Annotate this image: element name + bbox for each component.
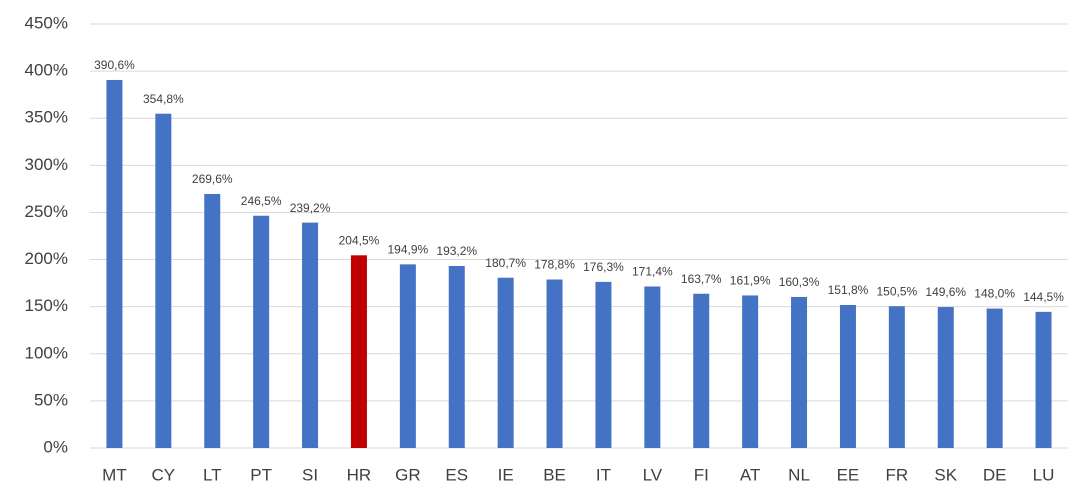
bar <box>791 296 808 448</box>
value-label: 178,8% <box>534 258 575 272</box>
bar <box>155 113 172 448</box>
bar <box>350 255 367 448</box>
x-tick-label: ES <box>445 465 468 484</box>
y-tick-label: 350% <box>25 108 68 127</box>
bar <box>497 277 514 448</box>
bar <box>302 222 319 448</box>
x-tick-label: BE <box>543 465 566 484</box>
x-tick-label: LT <box>203 465 222 484</box>
bar <box>448 265 465 448</box>
bar <box>839 304 856 448</box>
y-tick-label: 200% <box>25 249 68 268</box>
y-tick-label: 400% <box>25 61 68 80</box>
bar <box>253 215 270 448</box>
value-label: 269,6% <box>192 172 233 186</box>
x-tick-label: FI <box>694 465 709 484</box>
x-tick-label: MT <box>102 465 127 484</box>
x-tick-label: CY <box>152 465 176 484</box>
bar <box>546 279 563 448</box>
x-tick-label: DE <box>983 465 1007 484</box>
value-label: 194,9% <box>387 243 428 257</box>
bar <box>399 264 416 448</box>
x-tick-label: LV <box>643 465 663 484</box>
value-label: 176,3% <box>583 260 624 274</box>
y-tick-label: 50% <box>34 390 68 409</box>
x-tick-label: NL <box>788 465 810 484</box>
value-label: 354,8% <box>143 92 184 106</box>
value-label: 239,2% <box>290 201 331 215</box>
x-tick-label: SK <box>934 465 957 484</box>
value-label: 149,6% <box>925 285 966 299</box>
y-tick-label: 150% <box>25 296 68 315</box>
bar <box>888 306 905 448</box>
bar <box>937 307 954 448</box>
x-tick-label: AT <box>740 465 760 484</box>
x-tick-label: IT <box>596 465 611 484</box>
bar <box>106 79 123 448</box>
value-label: 180,7% <box>485 256 526 270</box>
value-label: 193,2% <box>436 244 477 258</box>
value-label: 246,5% <box>241 194 282 208</box>
value-label: 171,4% <box>632 265 673 279</box>
y-tick-label: 250% <box>25 202 68 221</box>
bar <box>644 286 661 448</box>
value-label: 148,0% <box>974 287 1015 301</box>
y-tick-label: 300% <box>25 155 68 174</box>
value-label: 150,5% <box>876 284 917 298</box>
bar <box>595 281 612 448</box>
x-tick-label: LU <box>1033 465 1055 484</box>
y-tick-label: 450% <box>25 13 68 32</box>
y-tick-label: 100% <box>25 343 68 362</box>
x-tick-label: FR <box>886 465 909 484</box>
x-tick-label: HR <box>347 465 372 484</box>
value-label: 161,9% <box>730 274 771 288</box>
value-label: 160,3% <box>779 275 820 289</box>
bar <box>693 293 710 448</box>
x-tick-label: SI <box>302 465 318 484</box>
value-label: 390,6% <box>94 58 135 72</box>
value-label: 204,5% <box>339 233 380 247</box>
y-tick-label: 0% <box>43 437 68 456</box>
x-tick-label: GR <box>395 465 421 484</box>
x-tick-label: EE <box>837 465 860 484</box>
bar <box>986 308 1003 448</box>
bar <box>1035 311 1052 448</box>
value-label: 163,7% <box>681 272 722 286</box>
value-label: 144,5% <box>1023 290 1064 304</box>
bar <box>742 295 759 448</box>
x-tick-label: PT <box>250 465 272 484</box>
x-tick-label: IE <box>498 465 514 484</box>
value-label: 151,8% <box>828 283 869 297</box>
bar <box>204 193 221 448</box>
